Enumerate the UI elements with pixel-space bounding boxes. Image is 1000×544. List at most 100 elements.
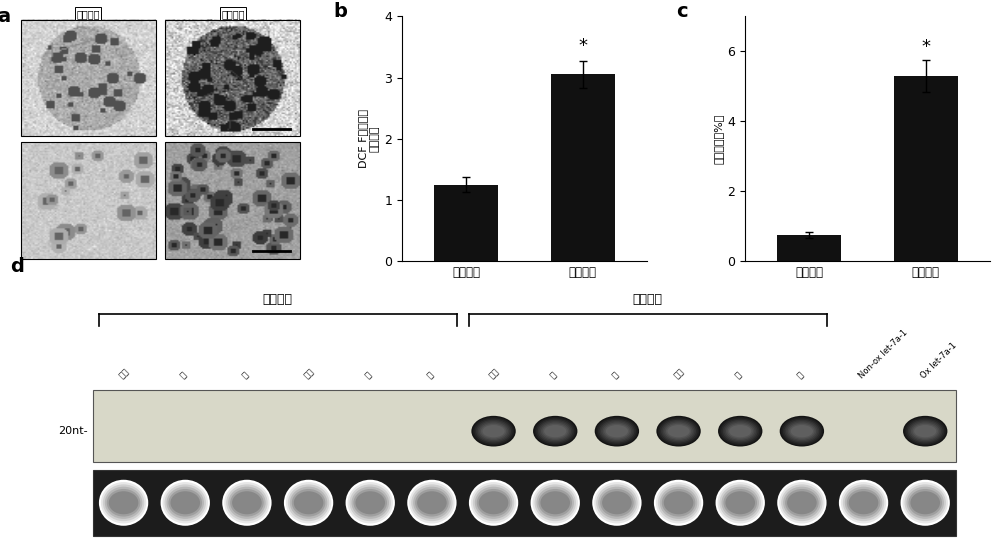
Ellipse shape xyxy=(482,425,505,437)
Bar xyxy=(777,235,841,261)
Ellipse shape xyxy=(783,487,821,519)
Ellipse shape xyxy=(847,489,880,517)
Ellipse shape xyxy=(901,480,950,526)
Ellipse shape xyxy=(163,482,208,523)
Ellipse shape xyxy=(232,491,262,514)
Ellipse shape xyxy=(294,491,323,514)
Ellipse shape xyxy=(473,417,514,445)
Text: 肝: 肝 xyxy=(734,370,744,380)
Ellipse shape xyxy=(662,489,695,517)
Bar xyxy=(551,75,615,261)
Ellipse shape xyxy=(600,489,634,517)
Ellipse shape xyxy=(531,480,580,526)
Bar xyxy=(21,143,156,259)
Ellipse shape xyxy=(533,416,577,447)
Ellipse shape xyxy=(536,418,574,444)
Ellipse shape xyxy=(167,487,204,519)
Text: 安慰剂组: 安慰剂组 xyxy=(76,9,100,19)
Ellipse shape xyxy=(664,422,693,440)
Ellipse shape xyxy=(658,417,699,445)
Ellipse shape xyxy=(290,487,327,519)
Ellipse shape xyxy=(720,484,761,521)
Ellipse shape xyxy=(779,482,825,523)
Text: c: c xyxy=(676,2,688,21)
Ellipse shape xyxy=(781,417,823,445)
Ellipse shape xyxy=(592,480,642,526)
Ellipse shape xyxy=(729,425,751,437)
Ellipse shape xyxy=(904,484,946,521)
Ellipse shape xyxy=(791,425,813,437)
Ellipse shape xyxy=(905,417,946,445)
Text: 心脏: 心脏 xyxy=(117,367,131,380)
Ellipse shape xyxy=(228,487,266,519)
Ellipse shape xyxy=(478,421,509,441)
Text: *: * xyxy=(921,38,930,56)
Ellipse shape xyxy=(906,487,944,519)
Text: Ox let-7a-1: Ox let-7a-1 xyxy=(919,341,958,380)
Text: 肋: 肋 xyxy=(241,370,250,380)
Ellipse shape xyxy=(906,418,944,444)
Text: 小鼠: 小鼠 xyxy=(672,367,686,380)
Bar xyxy=(93,469,956,536)
Ellipse shape xyxy=(908,420,943,443)
Ellipse shape xyxy=(538,420,573,443)
Ellipse shape xyxy=(911,422,939,440)
Text: 脉: 脉 xyxy=(179,370,189,380)
Ellipse shape xyxy=(780,416,824,447)
Ellipse shape xyxy=(654,480,703,526)
Ellipse shape xyxy=(103,484,144,521)
Text: 小鼠: 小鼠 xyxy=(302,367,316,380)
Ellipse shape xyxy=(409,482,455,523)
Ellipse shape xyxy=(288,484,329,521)
Ellipse shape xyxy=(543,424,568,438)
Ellipse shape xyxy=(479,422,508,440)
Ellipse shape xyxy=(726,422,754,440)
Text: b: b xyxy=(333,2,347,21)
Ellipse shape xyxy=(407,480,457,526)
Ellipse shape xyxy=(594,482,640,523)
Ellipse shape xyxy=(723,420,758,443)
Ellipse shape xyxy=(535,484,576,521)
Ellipse shape xyxy=(168,489,202,517)
Ellipse shape xyxy=(471,416,516,447)
Text: Non-ox let-7a-1: Non-ox let-7a-1 xyxy=(857,327,910,380)
Ellipse shape xyxy=(723,489,757,517)
Ellipse shape xyxy=(777,480,827,526)
Ellipse shape xyxy=(230,489,264,517)
Bar xyxy=(21,20,156,137)
Text: a: a xyxy=(0,7,10,26)
Ellipse shape xyxy=(351,487,389,519)
Ellipse shape xyxy=(601,421,633,441)
Text: d: d xyxy=(10,257,24,276)
Ellipse shape xyxy=(471,482,516,523)
Ellipse shape xyxy=(170,491,200,514)
Ellipse shape xyxy=(105,487,142,519)
Ellipse shape xyxy=(666,424,691,438)
Ellipse shape xyxy=(656,482,701,523)
Ellipse shape xyxy=(107,489,140,517)
Ellipse shape xyxy=(781,484,823,521)
Ellipse shape xyxy=(658,484,699,521)
Ellipse shape xyxy=(656,416,701,447)
Ellipse shape xyxy=(475,487,512,519)
Ellipse shape xyxy=(417,491,447,514)
Ellipse shape xyxy=(725,491,755,514)
Ellipse shape xyxy=(540,491,570,514)
Ellipse shape xyxy=(606,425,628,437)
Ellipse shape xyxy=(598,487,636,519)
Text: 肋: 肋 xyxy=(611,370,620,380)
Ellipse shape xyxy=(910,491,940,514)
Ellipse shape xyxy=(724,421,756,441)
Y-axis label: 凋亡细胞（%）: 凋亡细胞（%） xyxy=(713,114,723,164)
Ellipse shape xyxy=(350,484,391,521)
Ellipse shape xyxy=(286,482,331,523)
Text: 安慰剂组: 安慰剂组 xyxy=(263,293,293,306)
Ellipse shape xyxy=(544,425,566,437)
Ellipse shape xyxy=(411,484,453,521)
Ellipse shape xyxy=(599,420,634,443)
Ellipse shape xyxy=(903,482,948,523)
Ellipse shape xyxy=(843,484,884,521)
Ellipse shape xyxy=(914,425,936,437)
Ellipse shape xyxy=(602,491,632,514)
Ellipse shape xyxy=(667,425,690,437)
